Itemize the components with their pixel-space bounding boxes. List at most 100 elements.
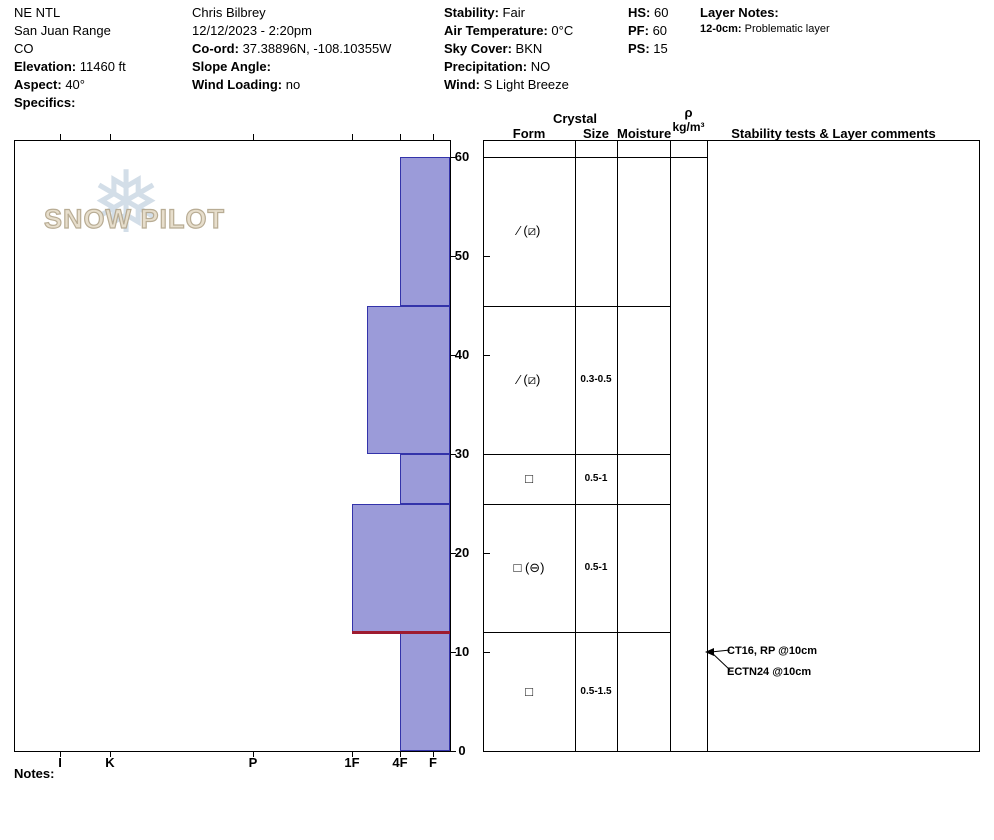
wind-row: Wind: S Light Breeze <box>444 76 573 94</box>
hardness-bar-layer-4 <box>352 504 450 632</box>
hs-label: HS: <box>628 5 651 20</box>
specifics-row: Specifics: <box>14 94 126 112</box>
depth-axis-label: 20 <box>454 545 470 560</box>
hardness-axis-label: K <box>105 755 115 770</box>
sky-cover-value: BKN <box>515 41 543 56</box>
depth-axis-label: 40 <box>454 347 470 362</box>
table-divider-size-moisture <box>617 140 618 751</box>
snowpilot-watermark: ❅ SNOW PILOT <box>38 160 278 262</box>
hardness-axis-label: I <box>58 755 62 770</box>
stability-value: Fair <box>502 5 525 20</box>
depth-tick-chart <box>451 157 456 158</box>
table-surface-line <box>483 157 707 158</box>
hardness-axis-label: P <box>248 755 258 770</box>
table-divider-density-comments <box>707 140 708 751</box>
depth-axis-label: 50 <box>454 248 470 263</box>
hardness-tick-bottom <box>60 752 61 757</box>
conditions-block: Stability: Fair Air Temperature: 0°C Sky… <box>444 4 573 94</box>
coord-value: 37.38896N, -108.10355W <box>242 41 392 56</box>
hs-value: 60 <box>654 5 669 20</box>
layer-2-size: 0.3-0.5 <box>580 374 612 385</box>
pf-value: 60 <box>652 23 668 38</box>
size-header: Size <box>582 126 609 141</box>
form-header: Form <box>512 126 546 141</box>
hardness-bar-layer-3 <box>400 454 450 504</box>
elevation-value: 11460 ft <box>79 59 126 74</box>
precipitation-row: Precipitation: NO <box>444 58 573 76</box>
depth-tick-chart <box>451 751 456 752</box>
hardness-tick-top <box>110 134 111 140</box>
layer-2-form: ∕ (⧄) <box>517 372 541 387</box>
depth-tick-table <box>484 751 490 752</box>
layer-1-form: ∕ (⧄) <box>517 223 541 238</box>
elevation-row: Elevation: 11460 ft <box>14 58 126 76</box>
air-temp-value: 0°C <box>551 23 574 38</box>
wind-value: S Light Breeze <box>483 77 569 92</box>
depth-tick-chart <box>451 256 456 257</box>
slope-angle-label: Slope Angle: <box>192 59 271 74</box>
layer-notes-block: Layer Notes: 12-0cm: Problematic layer <box>700 4 830 36</box>
slope-angle-row: Slope Angle: <box>192 58 391 76</box>
layer-5-size: 0.5-1.5 <box>580 686 612 697</box>
layer-data-table <box>483 140 980 752</box>
location-block: NE NTL San Juan Range CO Elevation: 1146… <box>14 4 126 112</box>
wind-loading-value: no <box>285 77 301 92</box>
hardness-tick-top <box>253 134 254 140</box>
layer-4-size: 0.5-1 <box>584 562 608 573</box>
hardness-profile-chart <box>14 140 451 752</box>
hardness-axis-label: 4F <box>392 755 408 770</box>
hardness-tick-bottom <box>110 752 111 757</box>
air-temp-label: Air Temperature: <box>444 23 548 38</box>
layer-note: 12-0cm: Problematic layer <box>700 22 830 36</box>
precipitation-value: NO <box>530 59 551 74</box>
depth-tick-table <box>484 256 490 257</box>
hardness-tick-top <box>60 134 61 140</box>
wind-label: Wind: <box>444 77 480 92</box>
ps-label: PS: <box>628 41 650 56</box>
wind-loading-label: Wind Loading: <box>192 77 283 92</box>
hardness-tick-top <box>400 134 401 140</box>
table-layer-boundary-line <box>483 632 670 633</box>
ps-row: PS: 15 <box>628 40 668 58</box>
measurements-block: HS: 60 PF: 60 PS: 15 <box>628 4 668 58</box>
wind-loading-row: Wind Loading: no <box>192 76 391 94</box>
hardness-tick-bottom <box>433 752 434 757</box>
density-unit-header: kg/m³ <box>672 120 705 134</box>
stability-test-ct: CT16, RP @10cm <box>727 645 818 657</box>
depth-tick-table <box>484 157 490 158</box>
table-divider-moisture-density <box>670 140 671 751</box>
aspect-value: 40° <box>65 77 85 92</box>
hardness-axis-label: F <box>429 755 437 770</box>
hardness-tick-bottom <box>400 752 401 757</box>
aspect-label: Aspect: <box>14 77 62 92</box>
sky-cover-row: Sky Cover: BKN <box>444 40 573 58</box>
observer-block: Chris Bilbrey 12/12/2023 - 2:20pm Co-ord… <box>192 4 391 94</box>
stability-test-ectn: ECTN24 @10cm <box>727 666 812 678</box>
mountain-range: San Juan Range <box>14 23 111 38</box>
pf-label: PF: <box>628 23 649 38</box>
layer-note-text: Problematic layer <box>744 23 830 35</box>
depth-axis-label: 60 <box>454 149 470 164</box>
depth-tick-table <box>484 454 490 455</box>
state: CO <box>14 41 34 56</box>
hs-row: HS: 60 <box>628 4 668 22</box>
depth-axis-label: 30 <box>454 446 470 461</box>
table-layer-boundary-line <box>483 504 670 505</box>
ps-value: 15 <box>653 41 668 56</box>
aspect-row: Aspect: 40° <box>14 76 126 94</box>
precipitation-label: Precipitation: <box>444 59 528 74</box>
problem-layer-line <box>352 631 450 634</box>
coord-label: Co-ord: <box>192 41 239 56</box>
depth-tick-table <box>484 652 490 653</box>
layer-note-depth: 12-0cm: <box>700 23 742 35</box>
hardness-axis-label: 1F <box>344 755 360 770</box>
hardness-bar-layer-5 <box>400 632 450 751</box>
depth-tick-table <box>484 553 490 554</box>
depth-tick-chart <box>451 454 456 455</box>
density-symbol-header: ρ <box>684 105 693 120</box>
observer-name: Chris Bilbrey <box>192 5 266 20</box>
layer-3-form: □ <box>525 471 533 486</box>
layer-3-size: 0.5-1 <box>584 473 608 484</box>
depth-tick-chart <box>451 652 456 653</box>
